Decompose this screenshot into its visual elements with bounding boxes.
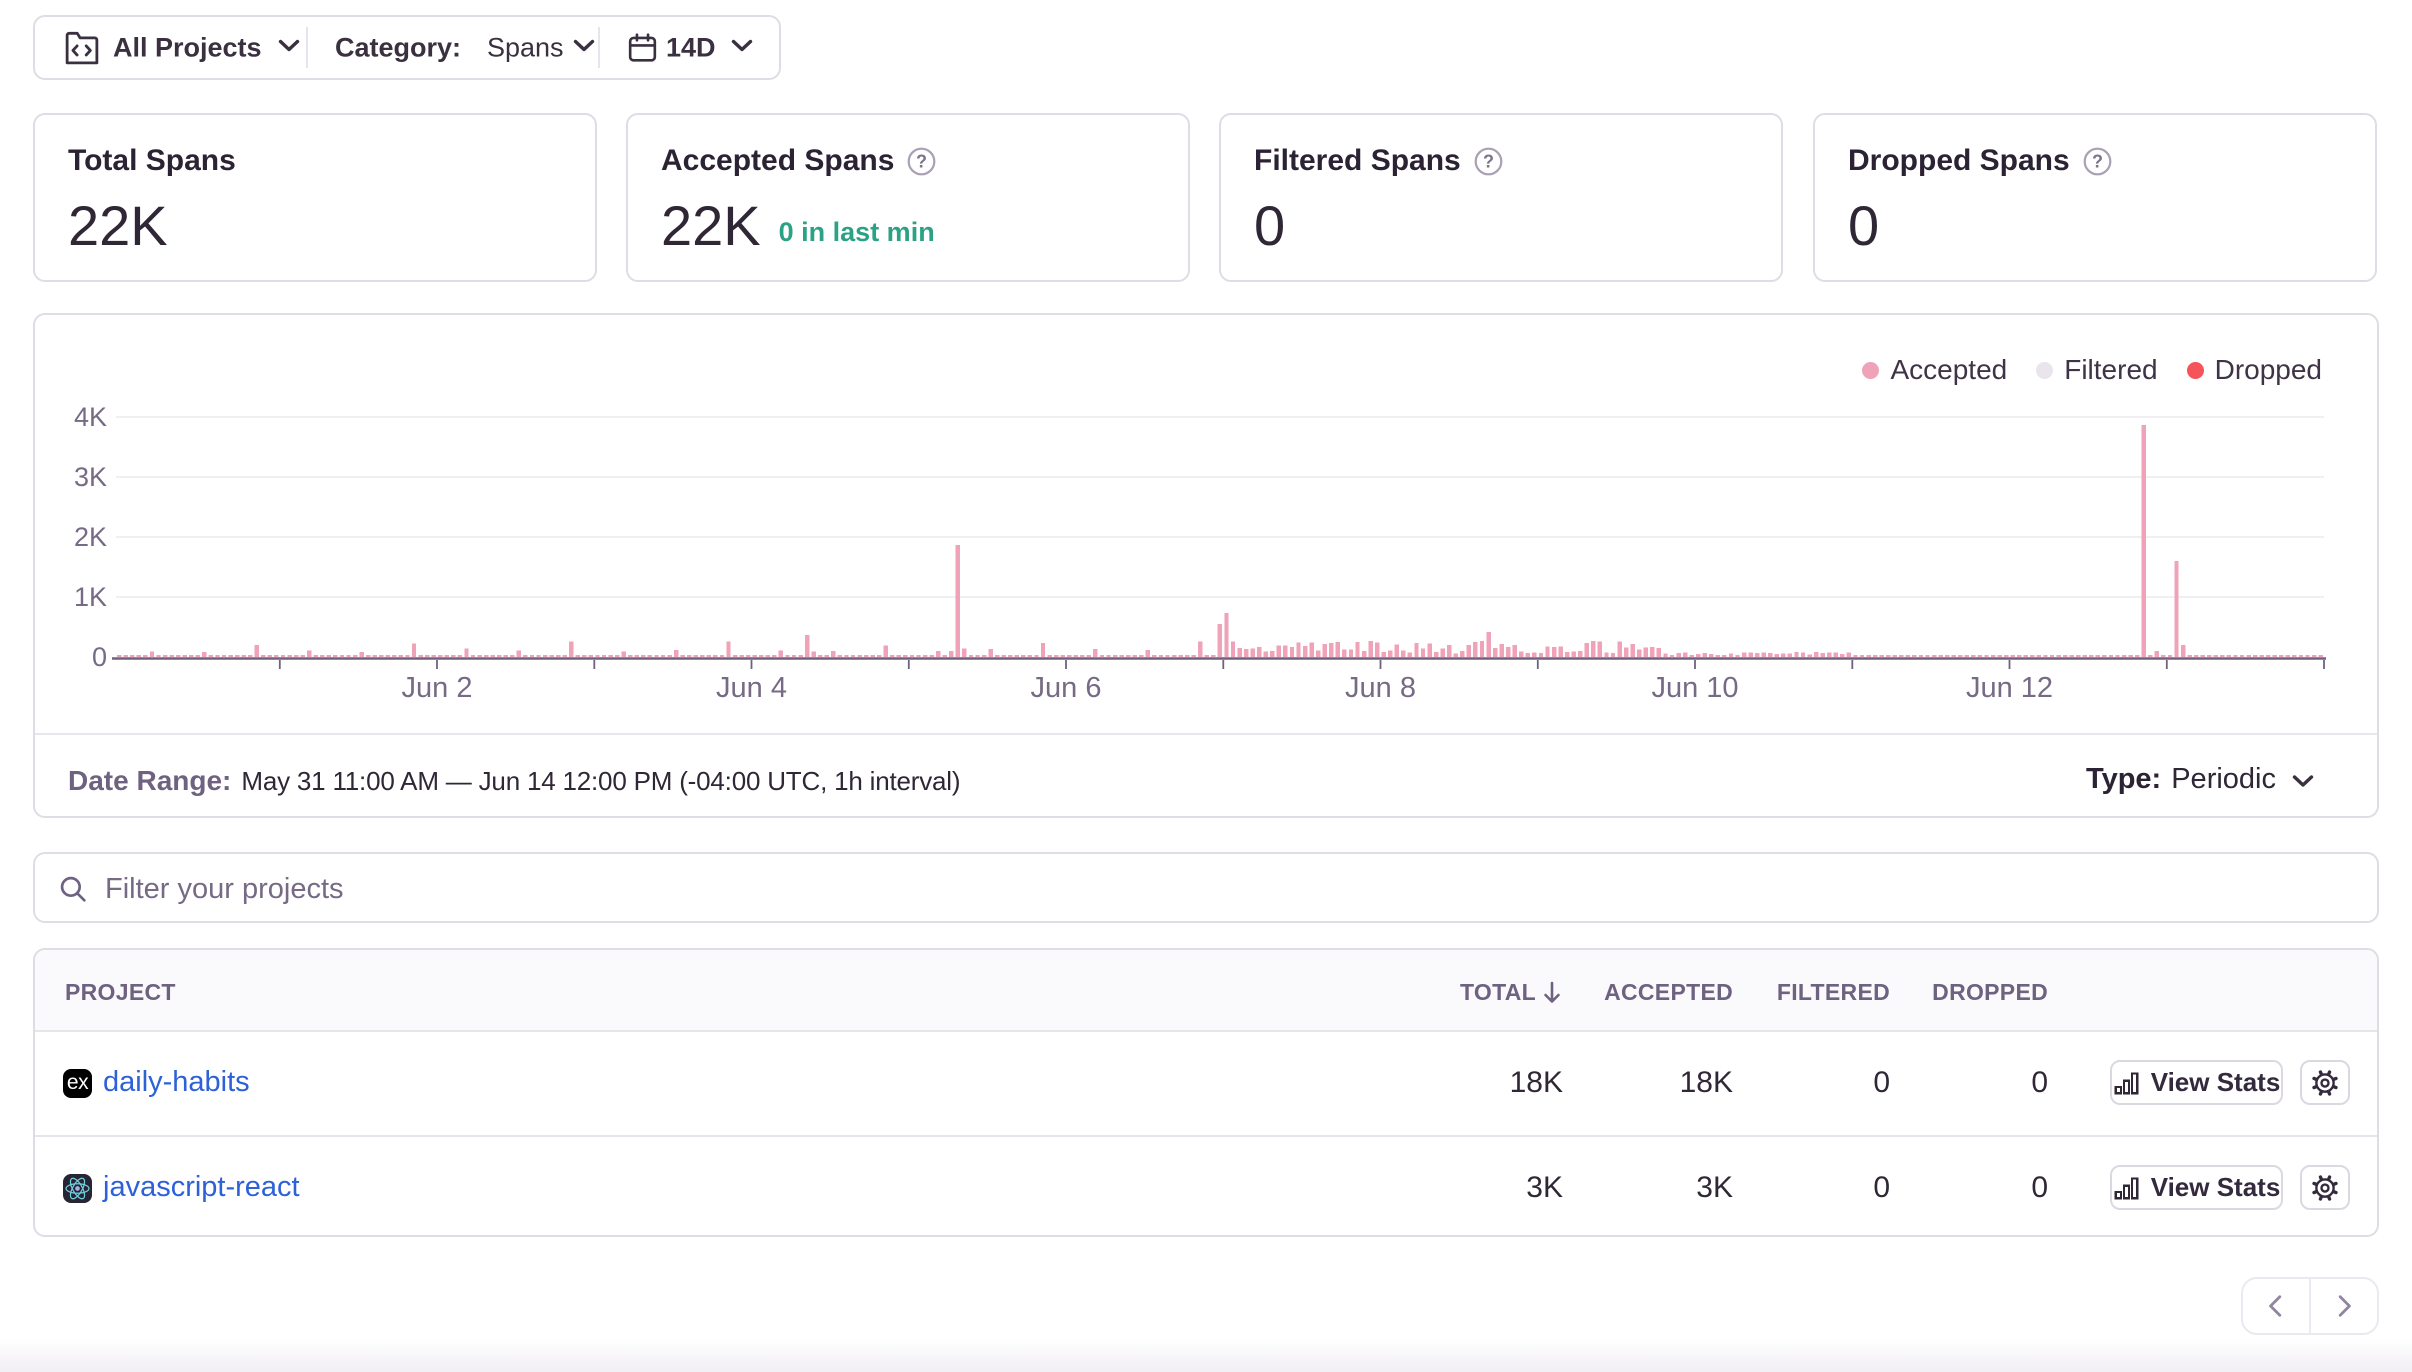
svg-text:1K: 1K xyxy=(74,582,107,612)
svg-text:2K: 2K xyxy=(74,522,107,552)
svg-text:?: ? xyxy=(916,151,927,171)
svg-text:Jun 4: Jun 4 xyxy=(716,672,787,704)
svg-text:Jun 12: Jun 12 xyxy=(1966,672,2053,704)
svg-text:Jun 10: Jun 10 xyxy=(1651,672,1738,704)
svg-text:4K: 4K xyxy=(74,402,107,432)
svg-text:?: ? xyxy=(1483,151,1494,171)
svg-text:Jun 8: Jun 8 xyxy=(1345,672,1416,704)
svg-text:3K: 3K xyxy=(74,462,107,492)
svg-text:Jun 6: Jun 6 xyxy=(1031,672,1102,704)
svg-text:0: 0 xyxy=(92,642,107,672)
svg-text:Jun 2: Jun 2 xyxy=(402,672,473,704)
svg-text:?: ? xyxy=(2092,151,2103,171)
